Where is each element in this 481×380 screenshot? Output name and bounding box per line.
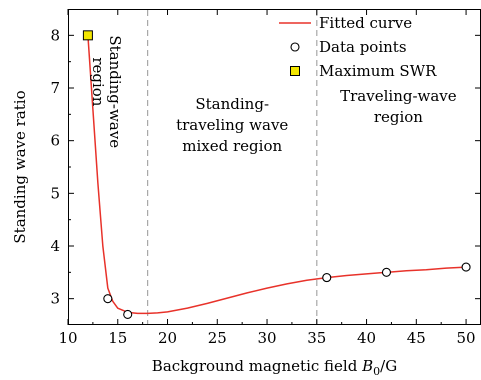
data-point [103, 294, 113, 304]
fitted-curve-line [87, 35, 467, 315]
y-tick-label: 4 [50, 237, 60, 255]
x-tick-label: 30 [257, 329, 276, 347]
y-tick-label: 7 [50, 79, 60, 97]
legend-entry-label: Maximum SWR [319, 62, 437, 80]
region-label-line: region [89, 57, 107, 106]
legend-swatch-square [290, 66, 300, 76]
data-point [461, 262, 471, 272]
x-tick-label: 50 [457, 329, 476, 347]
x-axis-label: Background magnetic field B0/G [152, 357, 397, 378]
region-label-line: Standing-wave [106, 35, 124, 148]
max-swr-marker [82, 30, 93, 41]
legend-entry-label: Fitted curve [319, 14, 412, 32]
x-tick-label: 40 [357, 329, 376, 347]
x-axis-label-text: Background magnetic field [152, 357, 362, 375]
y-axis-label: Standing wave ratio [11, 90, 29, 243]
x-axis-label-sub: 0 [373, 365, 380, 378]
region-label-line: mixed region [182, 137, 282, 155]
x-tick-label: 35 [307, 329, 326, 347]
region-label-0: Standing-waveregion [89, 35, 124, 148]
x-tick-label: 15 [108, 329, 127, 347]
region-label-2: Traveling-wave region [340, 87, 457, 126]
x-axis-label-unit: /G [380, 357, 397, 375]
region-label-line: traveling wave [176, 116, 288, 134]
x-tick-label: 20 [158, 329, 177, 347]
y-tick-label: 3 [50, 290, 60, 308]
region-label-line: Traveling-wave [340, 87, 457, 105]
x-axis-label-var: B [361, 357, 373, 375]
data-point [381, 267, 392, 277]
region-label-line: region [374, 108, 423, 126]
x-tick-label: 10 [58, 329, 77, 347]
data-point [123, 309, 133, 320]
region-label-line: Standing- [195, 95, 269, 113]
region-label-1: Standing-traveling wave mixed region [176, 95, 288, 155]
plot-frame [68, 9, 481, 325]
legend-swatch-circle [290, 42, 300, 52]
data-point [322, 273, 332, 283]
x-tick-label: 45 [407, 329, 426, 347]
y-tick-label: 5 [50, 184, 60, 202]
y-tick-label: 8 [50, 26, 60, 44]
y-tick-label: 6 [50, 132, 60, 150]
legend-entry-label: Data points [319, 38, 407, 56]
x-tick-label: 25 [208, 329, 227, 347]
